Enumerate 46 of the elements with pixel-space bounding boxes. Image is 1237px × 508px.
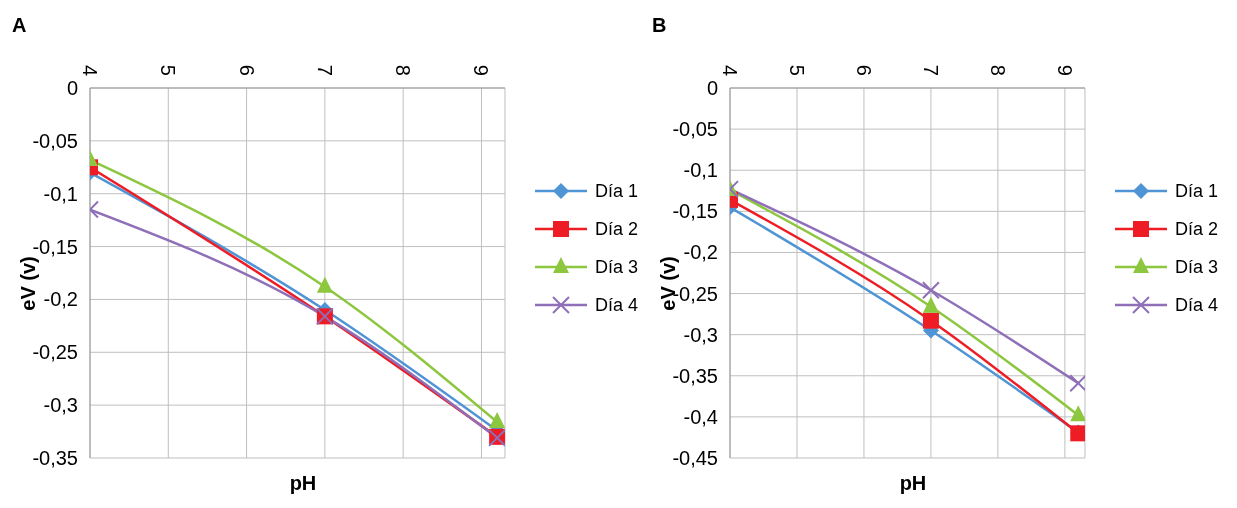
x-tick-label: 6 (852, 64, 875, 76)
y-tick-label: -0,3 (43, 394, 78, 417)
chart-title: B (652, 14, 667, 37)
x-tick-label: 9 (1053, 64, 1076, 76)
x-tick-label: 7 (313, 64, 336, 76)
y-tick-label: -0,1 (683, 159, 718, 182)
x-tick-label: 8 (392, 64, 415, 76)
y-tick-label: -0,1 (43, 182, 78, 205)
x-tick-label: 7 (919, 64, 942, 76)
y-tick-label: -0,4 (683, 405, 718, 428)
y-axis-title: eV (v) (16, 255, 39, 311)
x-tick-label: 9 (470, 64, 493, 76)
legend-label: Día 1 (1174, 180, 1218, 203)
point (922, 312, 939, 329)
legend-label: Día 4 (1174, 294, 1218, 317)
chart-title: A (12, 14, 27, 37)
x-tick-label: 6 (235, 64, 258, 76)
y-tick-label: 0 (706, 77, 718, 99)
y-tick-label: -0,05 (672, 118, 718, 141)
x-tick-label: 8 (986, 64, 1009, 76)
y-tick-label: -0,45 (672, 447, 718, 469)
legend-label: Día 2 (594, 218, 638, 241)
y-tick-label: -0,25 (32, 341, 78, 364)
point (1070, 405, 1085, 422)
y-tick-label: -0,05 (32, 129, 78, 152)
x-axis-title: pH (898, 472, 928, 495)
point (489, 412, 505, 429)
y-tick-label: -0,35 (672, 364, 718, 387)
legend-label: Día 3 (594, 256, 638, 279)
y-tick-label: 0 (66, 77, 78, 99)
y-tick-label: -0,2 (683, 241, 718, 264)
point (1069, 374, 1085, 393)
x-tick-label: 5 (785, 64, 808, 76)
x-tick-label: 5 (157, 64, 180, 76)
y-tick-label: -0,3 (683, 323, 718, 346)
legend-label: Día 1 (594, 180, 638, 203)
y-tick-label: -0,2 (43, 288, 78, 311)
x-axis-title: pH (288, 472, 318, 495)
y-tick-label: -0,15 (672, 200, 718, 223)
y-tick-label: -0,35 (32, 447, 78, 469)
x-tick-label: 4 (79, 64, 101, 76)
legend-label: Día 4 (594, 294, 638, 317)
legend-label: Día 2 (1174, 218, 1218, 241)
x-tick-label: 4 (719, 64, 741, 76)
y-tick-label: -0,15 (32, 235, 78, 258)
legend-label: Día 3 (1174, 256, 1218, 279)
